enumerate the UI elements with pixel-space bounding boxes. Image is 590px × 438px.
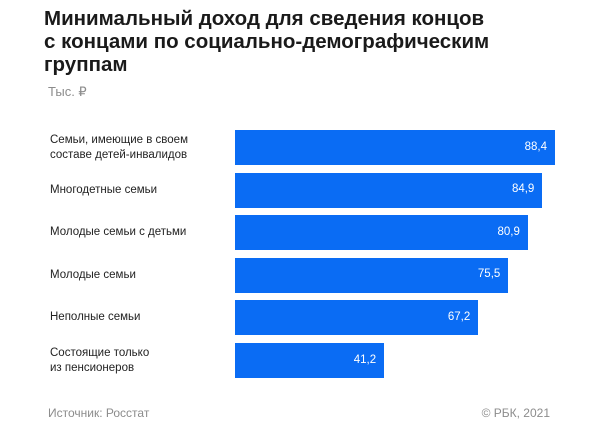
category-label: Многодетные семьи xyxy=(50,183,230,198)
category-label: Семьи, имеющие в своем составе детей-инва… xyxy=(50,133,230,163)
category-label-line: Многодетные семьи xyxy=(50,183,158,196)
bar xyxy=(235,257,509,293)
category-label-line: Неполные семьи xyxy=(50,311,141,324)
value-label: 67,2 xyxy=(447,310,471,323)
value-label: 80,9 xyxy=(497,225,520,238)
source-label: Источник: Росстат xyxy=(48,406,150,420)
value-label: 84,9 xyxy=(511,183,535,196)
bar-chart: Семьи, имеющие в своем составе детей-инва… xyxy=(0,120,590,390)
chart-title: Минимальный доход для сведения концов с … xyxy=(44,7,564,76)
category-label-line: Молодые семьи xyxy=(50,268,136,281)
chart-title-line: Минимальный доход для сведения концов xyxy=(44,7,485,30)
category-label-line: из пенсионеров xyxy=(50,361,135,374)
category-label: Молодые семьи xyxy=(50,268,230,283)
bar xyxy=(235,343,385,378)
category-label: Состоящие только из пенсионеров xyxy=(50,346,230,376)
bar xyxy=(235,300,479,336)
value-label: 75,5 xyxy=(477,268,501,281)
copyright-label: © РБК, 2021 xyxy=(481,406,550,420)
chart-title-line: с концами по социально-демографическим xyxy=(44,30,490,53)
bar xyxy=(235,215,528,251)
value-label: 41,2 xyxy=(353,353,377,366)
chart-title-line: группам xyxy=(44,53,128,76)
category-label: Неполные семьи xyxy=(50,310,230,325)
category-label-line: Состоящие только xyxy=(50,346,150,359)
category-label-line: Молодые семьи с детьми xyxy=(50,226,187,239)
unit-label: Тыс. ₽ xyxy=(48,84,87,99)
category-label-line: составе детей-инвалидов xyxy=(50,148,188,161)
value-label: 88,4 xyxy=(524,140,547,153)
bar xyxy=(235,130,555,165)
category-label-line: Семьи, имеющие в своем xyxy=(50,133,188,146)
bar xyxy=(235,172,543,208)
category-label: Молодые семьи с детьми xyxy=(50,225,230,240)
